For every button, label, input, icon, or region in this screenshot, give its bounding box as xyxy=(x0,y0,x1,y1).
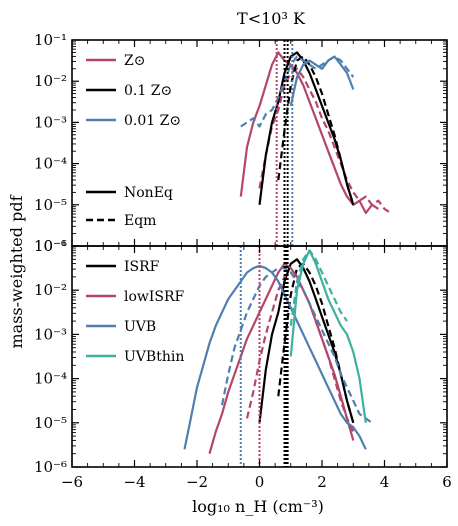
y-tick-label-top: 10⁻⁴ xyxy=(34,155,67,173)
top-panel: 10⁻⁶ 10⁻⁵ 10⁻⁴ 10⁻³ 10⁻² 10⁻¹ Z⊙ 0.1 Z⊙ 0.01 Z⊙ N… xyxy=(34,31,448,255)
y-tick-label-top: 10⁻² xyxy=(34,72,67,90)
legend-label-top-1: 0.1 Z⊙ xyxy=(124,83,172,99)
x-tick-label: 0 xyxy=(255,473,265,491)
y-tick-label-bottom: 10⁻⁵ xyxy=(34,414,67,432)
series-line-top-5 xyxy=(240,55,355,128)
series-line-bottom-4 xyxy=(183,264,367,450)
legend-label-bottom-2: UVB xyxy=(124,319,156,335)
y-axis-label: mass-weighted pdf xyxy=(7,194,26,348)
y-tick-label-bottom: 10⁻² xyxy=(34,281,67,299)
x-tick-label: 4 xyxy=(380,473,390,491)
legend-style-label-1: Eqm xyxy=(124,213,156,229)
series-line-bottom-7 xyxy=(289,249,348,326)
series-line-top-1 xyxy=(258,67,392,214)
y-tick-label-bottom: 10⁻³ xyxy=(34,325,67,343)
legend-label-top-0: Z⊙ xyxy=(124,53,145,69)
x-tick-label: −4 xyxy=(123,473,145,491)
y-tick-label-bottom: 10⁻¹ xyxy=(34,237,67,255)
series-line-bottom-6 xyxy=(289,249,367,423)
legend-label-bottom-0: ISRF xyxy=(124,259,160,275)
series-line-top-0 xyxy=(239,51,379,215)
series-line-top-2 xyxy=(258,51,355,206)
y-tick-label-bottom: 10⁻⁴ xyxy=(34,370,67,388)
y-tick-label-top: 10⁻³ xyxy=(34,113,67,131)
series-line-top-4 xyxy=(289,55,355,107)
chart-title: T<10³ K xyxy=(237,9,306,28)
y-tick-label-top: 10⁻¹ xyxy=(34,31,67,49)
legend-label-top-2: 0.01 Z⊙ xyxy=(124,113,181,129)
x-tick-label: −2 xyxy=(186,473,208,491)
x-tick-label: 6 xyxy=(442,473,452,491)
bottom-panel: 10⁻⁶ 10⁻⁵ 10⁻⁴ 10⁻³ 10⁻² 10⁻¹ ISRF lowISRF UVB UV… xyxy=(34,237,452,491)
y-tick-label-top: 10⁻⁶ xyxy=(34,237,67,255)
legend-style-label-0: NonEq xyxy=(124,185,173,201)
y-tick-label-bottom: 10⁻⁶ xyxy=(34,458,67,476)
legend-label-bottom-3: UVBthin xyxy=(124,349,184,365)
series-line-top-3 xyxy=(277,55,355,206)
y-tick-label-top: 10⁻⁵ xyxy=(34,196,67,214)
x-tick-label: −6 xyxy=(61,473,83,491)
x-tick-label: 2 xyxy=(317,473,327,491)
legend-label-bottom-1: lowISRF xyxy=(124,289,185,305)
x-axis-label: log₁₀ n_H (cm⁻³) xyxy=(192,497,324,516)
